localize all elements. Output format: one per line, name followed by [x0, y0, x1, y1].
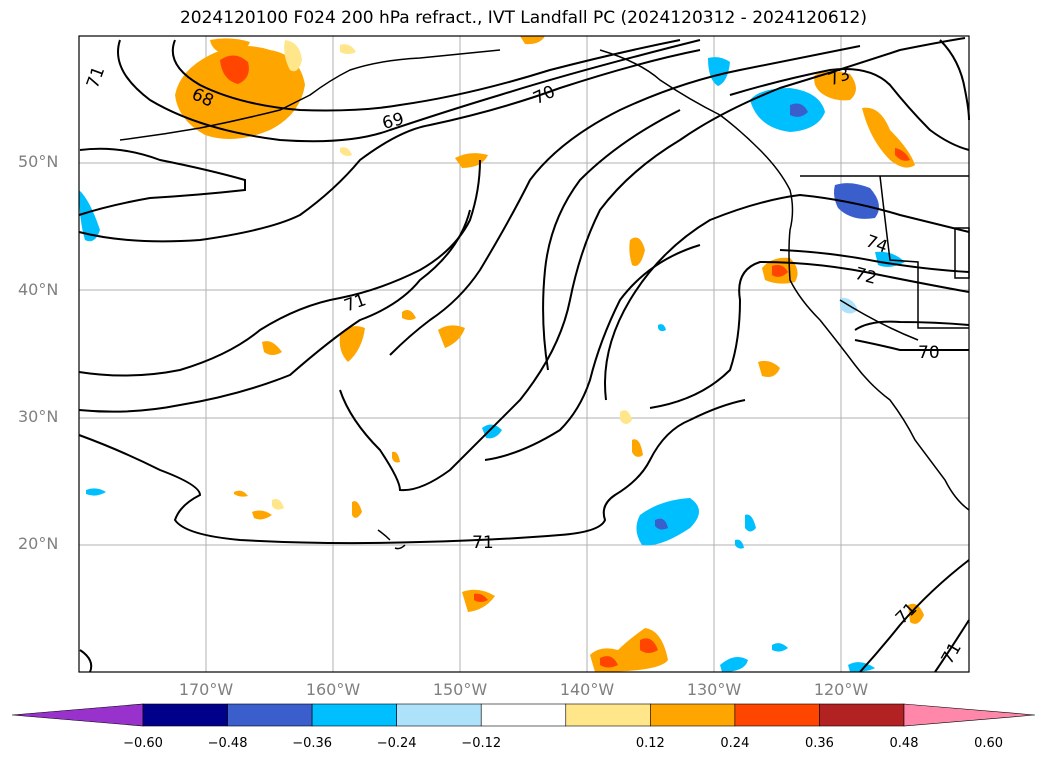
anomaly-blob — [284, 40, 302, 72]
anomaly-blob — [86, 488, 106, 496]
contour-label: 71 — [83, 64, 109, 91]
anomaly-blob — [640, 638, 658, 653]
contours — [78, 37, 970, 673]
anomaly-blob — [620, 410, 632, 424]
lon-label-150w: 150°W — [432, 680, 488, 699]
anomaly-blob — [629, 237, 645, 266]
lon-label-120w: 120°W — [813, 680, 869, 699]
colorbar-tick-label: −0.60 — [123, 736, 163, 751]
anomaly-blob — [402, 310, 416, 320]
colorbar-tick-label: 0.48 — [889, 736, 919, 751]
contour-label: 71 — [342, 290, 369, 316]
lon-label-170w: 170°W — [178, 680, 234, 699]
colorbar-tick-label: 0.36 — [804, 736, 834, 751]
colorbar-tick-label: −0.48 — [207, 736, 248, 751]
contour-label: 72 — [853, 264, 879, 289]
anomaly-blob — [339, 326, 365, 362]
colorbar-segment — [396, 703, 482, 727]
anomaly-fill — [79, 36, 924, 672]
colorbar-tick-label: 0.12 — [635, 736, 665, 751]
anomaly-blob — [252, 510, 272, 520]
contour-label: 69 — [380, 109, 406, 134]
colorbar-tick-label: 0.60 — [974, 736, 1004, 751]
lat-label-30: 30°N — [18, 407, 59, 426]
colorbar-segment — [311, 703, 397, 727]
colorbar-segment — [142, 703, 228, 727]
anomaly-blob — [908, 603, 924, 624]
anomaly-blob — [772, 264, 788, 277]
lat-label-20: 20°N — [18, 534, 59, 553]
plot-frame — [78, 35, 970, 673]
anomaly-blob — [655, 518, 668, 530]
anomaly-blob — [175, 46, 305, 139]
colorbar-tick-label: −0.12 — [461, 736, 502, 751]
anomaly-blob — [758, 360, 780, 377]
contour-label: 70 — [918, 343, 940, 363]
colorbar-tick-label: 0.24 — [720, 736, 750, 751]
lon-label-140w: 140°W — [559, 680, 615, 699]
anomaly-blob — [735, 539, 744, 549]
anomaly-blob — [848, 662, 875, 672]
colorbar-tick-label: −0.36 — [292, 736, 333, 751]
anomaly-blob — [814, 71, 856, 101]
colorbar — [11, 703, 1036, 727]
colorbar-extend-max — [903, 703, 1036, 727]
lat-label-50: 50°N — [18, 152, 59, 171]
anomaly-blob — [658, 324, 666, 332]
colorbar-segment — [650, 703, 736, 727]
anomaly-blob — [750, 88, 825, 132]
anomaly-blob — [210, 38, 250, 55]
anomaly-blob — [895, 148, 910, 161]
lon-label-130w: 130°W — [686, 680, 742, 699]
anomaly-blob — [790, 103, 808, 117]
anomaly-blob — [392, 451, 400, 463]
anomaly-blob — [352, 501, 362, 518]
colorbar-segment — [227, 703, 313, 727]
colorbar-extend-min — [11, 703, 144, 727]
anomaly-blob — [234, 490, 248, 497]
colorbar-tick-label: −0.24 — [376, 736, 417, 751]
graticule — [79, 36, 969, 672]
anomaly-blob — [600, 656, 618, 668]
contour-label: 71 — [892, 599, 921, 628]
anomaly-blob — [340, 44, 356, 54]
anomaly-blob — [772, 643, 788, 652]
contour-label: 70 — [530, 82, 558, 109]
colorbar-segment — [734, 703, 820, 727]
coastline — [119, 49, 970, 550]
contour-label-group: 71 68 69 70 73 74 72 71 70 71 71 71 — [83, 64, 966, 668]
colorbar-segment — [480, 703, 567, 727]
lat-label-40: 40°N — [18, 280, 59, 299]
anomaly-blob — [520, 36, 545, 45]
anomaly-blob — [340, 147, 352, 156]
anomaly-blob — [720, 656, 748, 672]
lon-label-160w: 160°W — [305, 680, 361, 699]
anomaly-blob — [474, 593, 488, 602]
anomaly-blob — [272, 499, 284, 510]
colorbar-segment — [565, 703, 651, 727]
anomaly-blob — [632, 439, 643, 457]
anomaly-blob — [455, 153, 488, 168]
anomaly-blob — [438, 325, 465, 348]
contour-label: 71 — [472, 533, 494, 553]
anomaly-blob — [220, 55, 249, 84]
anomaly-blob — [79, 190, 100, 242]
anomaly-blob — [262, 341, 282, 355]
anomaly-blob — [834, 183, 879, 219]
anomaly-blob — [482, 424, 502, 439]
anomaly-blob — [745, 514, 756, 532]
colorbar-segment — [819, 703, 905, 727]
plot-title: 2024120100 F024 200 hPa refract., IVT La… — [179, 8, 867, 28]
anomaly-blob — [708, 57, 730, 86]
anomaly-blob — [636, 498, 699, 546]
